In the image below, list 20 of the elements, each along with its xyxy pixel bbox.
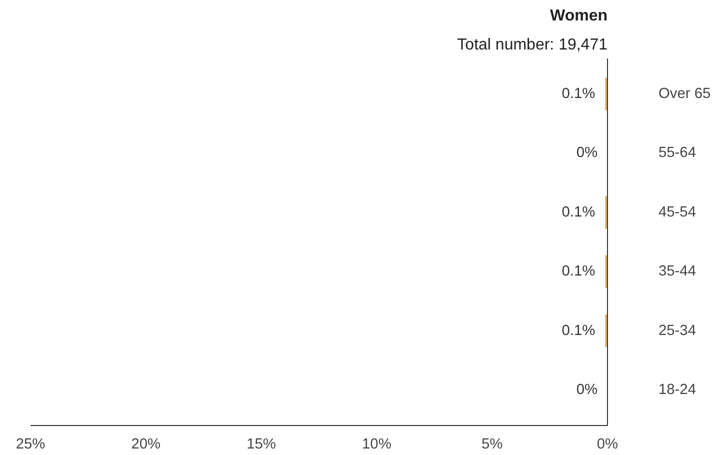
data-label: 0% [576, 145, 598, 162]
x-tick-label: 20% [131, 436, 161, 452]
y-tick-label: 18-24 [658, 382, 696, 398]
y-tick-label: 25-34 [658, 322, 696, 339]
y-tick-label: 45-54 [658, 204, 696, 220]
y-tick-label: 35-44 [658, 264, 696, 280]
chart-subtitle: Total number: 19,471 [457, 36, 608, 54]
data-label: 0.1% [562, 204, 596, 220]
data-label: 0.1% [562, 264, 596, 280]
x-tick-label: 0% [596, 436, 618, 452]
data-label: 0.1% [562, 86, 596, 102]
x-tick-label: 5% [482, 436, 503, 452]
x-tick-label: 15% [246, 436, 276, 452]
data-label: 0.1% [562, 322, 596, 339]
data-label: 0% [576, 382, 598, 398]
chart-title: Women [550, 8, 608, 24]
x-tick-label: 25% [16, 436, 46, 452]
y-tick-label: Over 65 [658, 86, 711, 102]
y-tick-label: 55-64 [658, 145, 696, 162]
x-tick-label: 10% [362, 436, 392, 452]
